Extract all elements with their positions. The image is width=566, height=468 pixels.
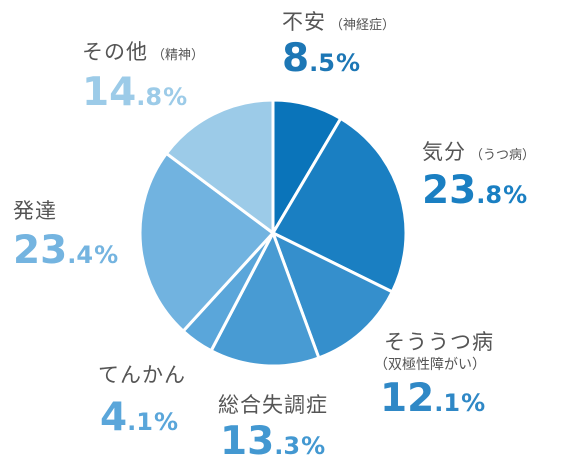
pie-slice-3: [209, 231, 321, 368]
slice-value: 4.1%: [100, 395, 179, 440]
slice-sublabel: （双極性障がい）: [374, 357, 486, 373]
slice-name: てんかん: [98, 363, 186, 387]
slice-name: 総合失調症: [218, 393, 328, 417]
slice-label-other: その他 （精神） 14.8%: [82, 40, 205, 115]
pie-slice-5: [138, 151, 275, 333]
slice-value: 23.4%: [13, 228, 119, 273]
slice-value: 23.8%: [422, 168, 528, 213]
pie-slice-6: [164, 98, 275, 235]
slice-label-schizophrenia: 総合失調症 13.3%: [218, 393, 328, 464]
slice-name: 不安 （神経症）: [282, 10, 396, 34]
slice-name: 発達: [13, 199, 57, 223]
pie-slice-2: [271, 231, 394, 360]
slice-name: そううつ病: [384, 330, 494, 354]
slice-name: その他 （精神）: [82, 40, 205, 64]
slice-value: 14.8%: [82, 70, 188, 115]
slice-value: 13.3%: [220, 419, 326, 464]
slice-label-mood: 気分 （うつ病） 23.8%: [422, 140, 536, 213]
slice-name: 気分 （うつ病）: [422, 140, 536, 164]
slice-value: 12.1%: [380, 376, 486, 421]
slice-label-anxiety: 不安 （神経症） 8.5%: [282, 10, 396, 81]
slice-value: 8.5%: [282, 36, 361, 81]
slice-label-epilepsy: てんかん 4.1%: [98, 363, 186, 440]
slice-label-developmental: 発達 23.4%: [13, 199, 119, 273]
slice-label-bipolar: そううつ病 （双極性障がい） 12.1%: [374, 330, 494, 421]
